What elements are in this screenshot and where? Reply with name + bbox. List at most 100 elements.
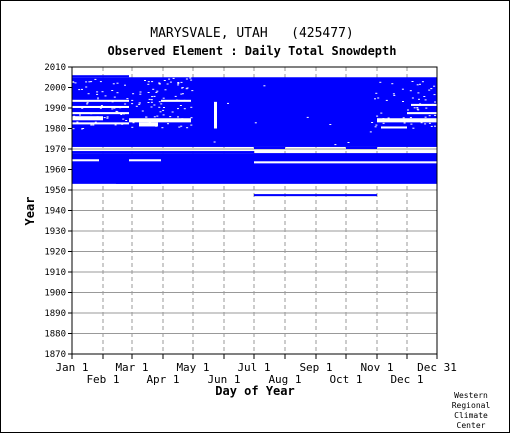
missing-speck: [418, 98, 420, 100]
missing-speck: [132, 93, 135, 95]
missing-speck: [306, 116, 309, 118]
y-tick-label: 1900: [44, 289, 66, 299]
missing-speck: [151, 96, 154, 98]
observed-block: [254, 146, 285, 149]
missing-speck: [387, 117, 390, 119]
x-tick-label: Jan 1: [55, 361, 88, 374]
missing-speck: [159, 111, 162, 113]
missing-speck: [147, 92, 150, 93]
missing-speck: [72, 81, 75, 83]
missing-speck: [434, 125, 436, 127]
missing-speck: [162, 109, 165, 111]
missing-speck: [116, 82, 119, 84]
missing-speck: [106, 117, 109, 119]
missing-speck: [190, 79, 193, 81]
missing-speck: [190, 117, 193, 119]
chart-subtitle: Observed Element : Daily Total Snowdepth: [108, 44, 397, 58]
missing-speck: [79, 114, 81, 116]
missing-speck: [129, 118, 132, 120]
y-tick-label: 1890: [44, 309, 66, 319]
missing-speck: [155, 91, 158, 93]
missing-speck: [411, 97, 414, 99]
missing-segment: [129, 118, 191, 123]
missing-speck: [174, 95, 177, 97]
missing-speck: [379, 81, 382, 83]
missing-speck: [227, 102, 229, 104]
missing-speck: [131, 103, 134, 105]
missing-speck: [81, 88, 83, 90]
missing-speck: [156, 115, 159, 117]
missing-speck: [183, 99, 186, 101]
y-tick-label: 1940: [44, 207, 66, 217]
missing-speck: [417, 92, 420, 94]
missing-speck: [133, 120, 136, 121]
missing-speck: [124, 84, 126, 86]
missing-speck: [115, 106, 118, 108]
missing-speck: [177, 108, 179, 110]
x-tick-label: Nov 1: [360, 361, 393, 374]
missing-speck: [397, 127, 400, 129]
missing-speck: [434, 101, 436, 103]
observed-block: [346, 146, 377, 149]
missing-speck: [94, 78, 97, 80]
missing-speck: [177, 82, 180, 83]
missing-speck: [153, 104, 156, 106]
y-tick-label: 1980: [44, 125, 66, 135]
missing-speck: [391, 83, 394, 85]
missing-speck: [186, 127, 189, 129]
missing-speck: [153, 116, 156, 118]
missing-speck: [190, 124, 193, 126]
missing-speck: [158, 82, 161, 84]
missing-speck: [122, 118, 125, 120]
missing-segment: [411, 103, 437, 106]
missing-segment: [72, 122, 129, 125]
missing-speck: [424, 116, 427, 118]
x-tick-label: Jun 1: [207, 373, 240, 386]
missing-speck: [186, 87, 189, 89]
missing-speck: [131, 99, 134, 101]
y-axis-ticks: 1870 1880 1890 1900 1910 1920 1930 1940 1950 1960…: [44, 63, 72, 360]
missing-speck: [131, 126, 134, 128]
missing-speck: [428, 89, 431, 91]
credit-line: Climate: [454, 411, 488, 420]
missing-speck: [375, 92, 378, 94]
missing-speck: [125, 120, 128, 121]
missing-speck: [168, 78, 171, 80]
missing-speck: [138, 103, 141, 105]
missing-speck: [428, 122, 431, 124]
missing-speck: [121, 123, 124, 125]
credit-block: Western Regional Climate Center: [448, 391, 494, 431]
missing-speck: [382, 122, 385, 124]
missing-speck: [158, 106, 161, 108]
missing-speck: [431, 103, 434, 105]
missing-speck: [189, 77, 192, 79]
missing-speck: [103, 117, 106, 119]
y-tick-label: 1970: [44, 145, 66, 155]
missing-speck: [94, 121, 97, 123]
missing-speck: [179, 105, 182, 106]
missing-speck: [101, 91, 104, 93]
missing-speck: [153, 95, 156, 97]
missing-speck: [181, 87, 183, 89]
missing-speck: [150, 101, 153, 103]
missing-speck: [403, 122, 406, 124]
missing-speck: [420, 122, 423, 124]
missing-speck: [156, 90, 159, 92]
missing-speck: [181, 118, 184, 120]
missing-speck: [161, 127, 164, 129]
missing-speck: [374, 98, 376, 100]
missing-speck: [99, 81, 102, 83]
missing-speck: [180, 81, 183, 83]
missing-speck: [111, 108, 114, 110]
missing-speck: [410, 123, 413, 125]
missing-speck: [85, 81, 88, 83]
missing-speck: [85, 86, 88, 88]
missing-speck: [158, 83, 161, 85]
missing-speck: [86, 102, 89, 104]
missing-speck: [171, 111, 174, 113]
missing-speck: [162, 114, 165, 116]
observed-block: [72, 75, 129, 78]
missing-segment: [377, 118, 437, 123]
missing-speck: [115, 110, 118, 112]
missing-speck: [147, 102, 150, 103]
